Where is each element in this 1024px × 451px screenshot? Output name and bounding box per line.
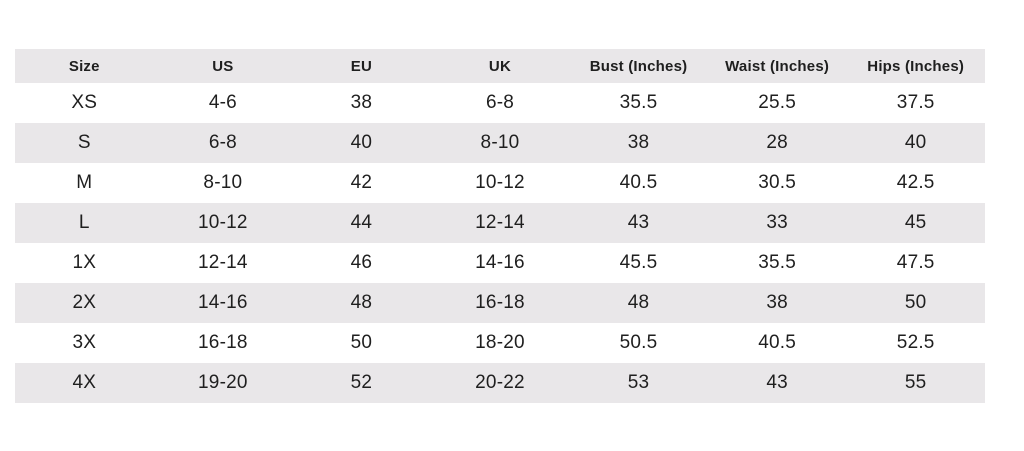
- table-row-l: L 10-12 44 12-14 43 33 45: [15, 203, 985, 243]
- column-header-waist-inches: Waist (Inches): [707, 49, 847, 83]
- cell-s-us: 6-8: [153, 123, 293, 163]
- cell-4x-hips-inches: 55: [846, 363, 985, 403]
- cell-m-us: 8-10: [203, 172, 243, 193]
- cell-m-bust-inches: 40.5: [619, 172, 658, 193]
- cell-l-eu: 44: [292, 203, 431, 243]
- cell-2x-bust-inches: 48: [569, 283, 708, 323]
- table-row-m: M 8-10 42 10-12 40.5 30.5 42.5: [15, 163, 985, 203]
- cell-3x-size: 3X: [72, 332, 97, 353]
- table-row-2x: 2X 14-16 48 16-18 48 38 50: [15, 283, 985, 323]
- cell-4x-size: 4X: [15, 363, 154, 403]
- cell-l-size: L: [15, 203, 154, 243]
- cell-3x-hips-inches: 52.5: [896, 332, 935, 353]
- cell-2x-us: 14-16: [153, 283, 293, 323]
- cell-2x-eu: 48: [292, 283, 431, 323]
- cell-3x-waist-inches: 40.5: [758, 332, 796, 353]
- size-chart-body: XS 4-6 38 6-8 35.5 25.5 37.5 S 6-8 40 8-10 38 28 40 M 8…: [15, 83, 985, 403]
- cell-2x-uk: 16-18: [430, 283, 570, 323]
- column-header-us: US: [153, 49, 293, 83]
- column-header-hips-inches: Hips (Inches): [846, 49, 985, 83]
- cell-4x-waist-inches: 43: [707, 363, 847, 403]
- column-header-bust-inches: Bust (Inches): [569, 49, 708, 83]
- table-row-xs: XS 4-6 38 6-8 35.5 25.5 37.5: [15, 83, 985, 123]
- table-row-4x: 4X 19-20 52 20-22 53 43 55: [15, 363, 985, 403]
- header-row: Size US EU UK Bust (Inches) Waist (Inches) Hip…: [15, 49, 985, 83]
- cell-xs-size: XS: [71, 92, 98, 113]
- cell-m-waist-inches: 30.5: [758, 172, 796, 193]
- table-row-1x: 1X 12-14 46 14-16 45.5 35.5 47.5: [15, 243, 985, 283]
- column-header-eu: EU: [292, 49, 431, 83]
- cell-3x-us: 16-18: [198, 332, 248, 353]
- cell-s-bust-inches: 38: [569, 123, 708, 163]
- cell-1x-size: 1X: [72, 252, 97, 273]
- cell-2x-size: 2X: [15, 283, 154, 323]
- cell-l-us: 10-12: [153, 203, 293, 243]
- cell-1x-bust-inches: 45.5: [619, 252, 658, 273]
- cell-m-uk: 10-12: [475, 172, 525, 193]
- table-row-3x: 3X 16-18 50 18-20 50.5 40.5 52.5: [15, 323, 985, 363]
- cell-1x-waist-inches: 35.5: [758, 252, 796, 273]
- cell-1x-us: 12-14: [198, 252, 248, 273]
- cell-s-size: S: [15, 123, 154, 163]
- cell-xs-bust-inches: 35.5: [619, 92, 658, 113]
- cell-s-eu: 40: [292, 123, 431, 163]
- cell-xs-eu: 38: [350, 92, 373, 113]
- cell-l-waist-inches: 33: [707, 203, 847, 243]
- size-chart-table: Size US EU UK Bust (Inches) Waist (Inches) Hip…: [15, 49, 985, 403]
- cell-2x-waist-inches: 38: [707, 283, 847, 323]
- cell-1x-hips-inches: 47.5: [896, 252, 935, 273]
- cell-3x-eu: 50: [350, 332, 373, 353]
- cell-1x-eu: 46: [350, 252, 373, 273]
- cell-2x-hips-inches: 50: [846, 283, 985, 323]
- cell-m-size: M: [76, 172, 93, 193]
- column-header-uk: UK: [430, 49, 570, 83]
- cell-xs-us: 4-6: [208, 92, 237, 113]
- cell-xs-uk: 6-8: [485, 92, 514, 113]
- cell-l-hips-inches: 45: [846, 203, 985, 243]
- cell-s-uk: 8-10: [430, 123, 570, 163]
- size-chart-header: Size US EU UK Bust (Inches) Waist (Inches) Hip…: [15, 49, 985, 83]
- cell-l-bust-inches: 43: [569, 203, 708, 243]
- cell-s-waist-inches: 28: [707, 123, 847, 163]
- cell-m-hips-inches: 42.5: [896, 172, 935, 193]
- cell-xs-waist-inches: 25.5: [758, 92, 796, 113]
- cell-3x-bust-inches: 50.5: [619, 332, 658, 353]
- cell-3x-uk: 18-20: [475, 332, 525, 353]
- column-header-size: Size: [15, 49, 154, 83]
- cell-4x-eu: 52: [292, 363, 431, 403]
- cell-4x-bust-inches: 53: [569, 363, 708, 403]
- cell-l-uk: 12-14: [430, 203, 570, 243]
- cell-4x-uk: 20-22: [430, 363, 570, 403]
- cell-s-hips-inches: 40: [846, 123, 985, 163]
- cell-4x-us: 19-20: [153, 363, 293, 403]
- cell-1x-uk: 14-16: [475, 252, 525, 273]
- cell-xs-hips-inches: 37.5: [896, 92, 935, 113]
- cell-m-eu: 42: [350, 172, 373, 193]
- table-row-s: S 6-8 40 8-10 38 28 40: [15, 123, 985, 163]
